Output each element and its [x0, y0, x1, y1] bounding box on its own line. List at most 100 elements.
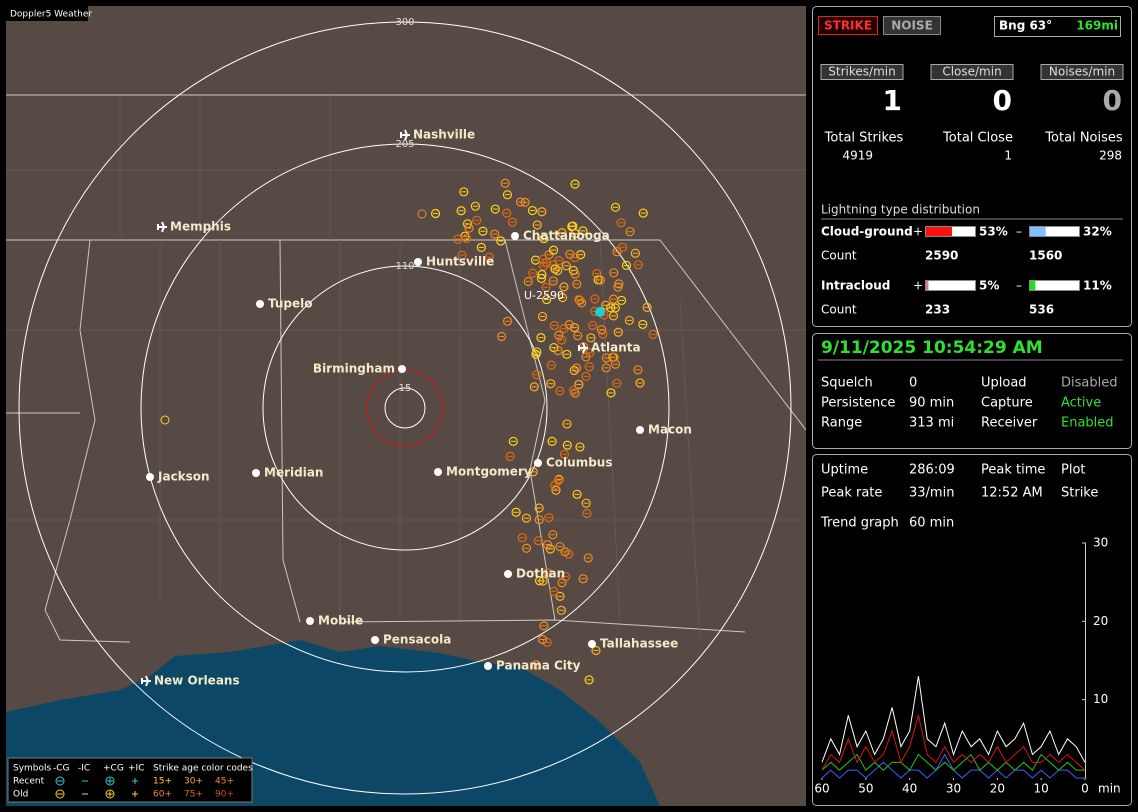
strike-symbol [584, 362, 594, 372]
strike-symbol [616, 218, 626, 228]
strike-symbol [537, 311, 548, 322]
strike-symbol [585, 348, 595, 358]
city-label: Columbus [546, 456, 613, 470]
strike-symbol [490, 204, 500, 214]
type-label: Intracloud [821, 279, 890, 293]
strike-symbol [608, 294, 619, 304]
airport-icon [141, 675, 151, 687]
strike-symbol [570, 228, 580, 239]
strike-symbol [638, 208, 648, 218]
count-label: Count [821, 303, 857, 317]
city-label: Nashville [413, 128, 475, 142]
strike-symbol [476, 242, 486, 253]
total-value: 4919 [842, 149, 873, 163]
strike-symbol [601, 363, 611, 373]
strike-button-label[interactable]: STRIKE [824, 19, 872, 33]
strike-symbol [484, 252, 494, 262]
strike-symbol [625, 227, 635, 237]
strike-symbol [601, 300, 611, 310]
strike-symbol [586, 333, 596, 343]
strike-symbol [633, 365, 643, 375]
strike-symbol [531, 660, 541, 670]
strike-symbol [571, 363, 582, 373]
city-label: Tallahassee [600, 637, 678, 651]
city-dot [588, 640, 596, 648]
strike-symbol [457, 250, 467, 260]
city-label: Huntsville [426, 255, 494, 269]
airport-icon [578, 342, 588, 354]
strike-symbol [569, 365, 579, 376]
strike-symbol [555, 386, 565, 396]
strike-button[interactable] [818, 16, 878, 35]
strike-symbol [569, 385, 579, 396]
pct-bar [926, 281, 929, 290]
city-label: Montgomery [446, 465, 532, 479]
pct-bar [1030, 281, 1036, 290]
city-dot [146, 473, 154, 481]
strike-symbol [496, 236, 506, 246]
strike-symbol [581, 371, 591, 382]
setting-text: Range [821, 416, 862, 431]
strike-symbol [590, 294, 600, 304]
strike-symbol [648, 329, 658, 340]
city-dot [636, 426, 644, 434]
stat-text: 60 min [909, 516, 954, 531]
setting-text: Squelch [821, 376, 873, 391]
strike-symbol [528, 268, 538, 278]
strike-symbol [575, 442, 585, 452]
legend-age: 75+ [184, 790, 203, 800]
city-dot [256, 300, 264, 308]
title-tab [6, 6, 88, 21]
city-label: Mobile [318, 614, 363, 628]
strike-symbol [546, 360, 556, 370]
bearing-box [994, 16, 1121, 37]
strike-symbol [591, 645, 601, 656]
strike-symbol [608, 311, 619, 321]
legend-glyph [55, 789, 65, 799]
strike-symbol [461, 233, 472, 243]
count-value: 233 [925, 303, 950, 317]
strike-symbol [630, 248, 640, 258]
setting-text: 0 [909, 376, 917, 391]
strike-symbol [549, 586, 559, 596]
pct-label: 32% [1083, 225, 1112, 239]
setting-text: Persistence [821, 396, 895, 411]
noise-button-label[interactable]: NOISE [891, 19, 933, 33]
strike-symbol [574, 295, 584, 305]
setting-text: Receiver [981, 416, 1038, 431]
strike-symbol [578, 574, 588, 584]
strike-symbol [562, 349, 572, 359]
rate-value: 0 [1103, 84, 1122, 117]
strike-symbol [557, 578, 567, 588]
strike-symbol [544, 513, 554, 523]
pct-track [1029, 280, 1080, 291]
count-value: 2590 [925, 249, 958, 263]
strike-symbol [559, 282, 569, 292]
noise-button[interactable] [883, 16, 941, 35]
x-tick-label: 20 [990, 782, 1005, 796]
strike-symbol [606, 388, 616, 398]
plus-sign: + [913, 279, 923, 293]
cities: Nashville Memphis Chattanooga Huntsville Tup… [141, 128, 692, 688]
stat-text: Peak rate [821, 486, 882, 501]
strike-symbol [557, 228, 567, 238]
setting-text: Upload [981, 376, 1027, 391]
strike-symbol [618, 242, 628, 252]
pct-bar [926, 227, 952, 236]
legend-age: 60+ [153, 790, 172, 800]
city-label: Tupelo [268, 297, 313, 311]
strike-symbol [546, 379, 556, 389]
legend-label: Old [13, 790, 28, 800]
strike-symbol [537, 634, 548, 645]
strike-symbol [478, 226, 488, 236]
strike-symbol [523, 276, 533, 287]
strike-symbol [543, 568, 553, 578]
datetime: 9/11/2025 10:54:29 AM [821, 338, 1043, 358]
legend-symbol-label: -IC [78, 764, 90, 774]
strike-symbol [472, 215, 482, 225]
strike-symbol [534, 515, 544, 525]
strike-symbol [507, 217, 518, 227]
strike-symbol [562, 419, 572, 429]
strike-symbol [542, 637, 552, 647]
city-dot [414, 258, 422, 266]
